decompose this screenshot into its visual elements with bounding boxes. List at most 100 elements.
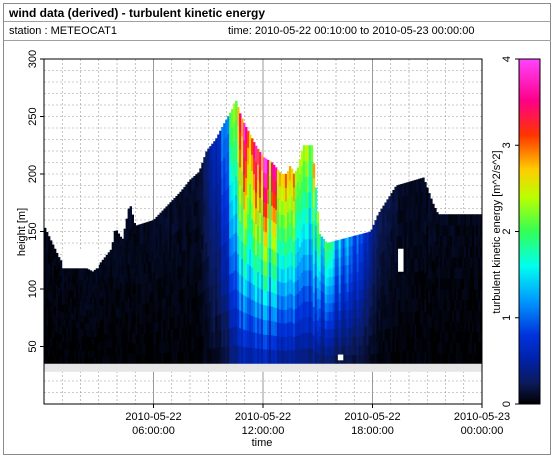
heat-cell	[306, 176, 310, 193]
heat-cell	[426, 300, 429, 314]
heat-cell	[165, 240, 168, 252]
heat-cell	[45, 316, 49, 327]
heat-cell	[93, 350, 97, 358]
heat-cell	[127, 252, 131, 265]
heat-cell	[358, 262, 361, 272]
heat-cell	[93, 276, 97, 284]
heat-cell	[308, 238, 312, 255]
heat-cell	[324, 258, 328, 269]
heat-cell	[406, 234, 409, 248]
heat-cell	[239, 149, 242, 168]
heat-cell	[452, 256, 455, 269]
heat-cell	[376, 331, 379, 343]
heat-cell	[276, 322, 280, 337]
heat-cell	[183, 313, 186, 327]
heat-cell	[288, 250, 292, 266]
heat-cell	[157, 331, 160, 343]
heat-cell	[298, 232, 302, 248]
heat-cell	[392, 351, 395, 365]
heat-cell	[336, 328, 340, 338]
heat-cell	[350, 354, 353, 365]
heat-cell	[466, 310, 469, 322]
heat-cell	[396, 350, 399, 365]
heat-cell	[175, 339, 178, 353]
heat-cell	[456, 267, 459, 279]
heat-cell	[85, 288, 89, 297]
heat-cell	[73, 349, 77, 357]
heat-cell	[121, 301, 125, 311]
heat-cell	[314, 237, 318, 251]
heat-cell	[410, 324, 413, 339]
heat-cell	[302, 270, 306, 287]
heat-cell	[390, 327, 393, 340]
heat-cell	[173, 292, 176, 305]
heat-cell	[468, 246, 471, 258]
heat-cell	[141, 313, 144, 325]
heat-cell	[354, 290, 357, 301]
heat-cell	[442, 342, 445, 354]
heat-cell	[63, 289, 67, 298]
heat-cell	[107, 308, 111, 317]
heat-cell	[181, 251, 184, 265]
colorbar-tick-label: 4	[501, 56, 513, 62]
heat-cell	[480, 299, 482, 311]
heat-cell	[183, 224, 186, 238]
heat-cell	[282, 268, 286, 283]
heat-cell	[151, 271, 154, 283]
heat-cell	[233, 215, 236, 235]
heat-cell	[326, 337, 330, 347]
heat-cell	[448, 267, 451, 279]
heat-cell	[137, 274, 140, 285]
heat-cell	[163, 219, 166, 232]
heat-cell	[282, 187, 286, 202]
y-tick-label: 50	[27, 340, 39, 352]
heat-cell	[398, 350, 401, 365]
heat-cell	[169, 236, 172, 249]
heat-cell	[117, 335, 121, 346]
heat-cell	[432, 318, 435, 330]
heat-cell	[159, 212, 162, 224]
heat-cell	[290, 266, 294, 281]
heat-cell	[45, 232, 49, 242]
heat-cell	[229, 166, 232, 185]
heat-cell	[316, 331, 320, 343]
heat-cell	[272, 321, 276, 336]
heat-cell	[340, 319, 344, 329]
heat-cell	[462, 342, 465, 354]
heat-cell	[464, 214, 467, 226]
heat-cell	[440, 321, 443, 333]
heat-cell	[388, 339, 391, 353]
heat-cell	[145, 282, 148, 294]
heat-cell	[143, 343, 146, 355]
heat-cell	[296, 237, 300, 253]
heat-cell	[422, 177, 425, 192]
heat-cell	[73, 276, 77, 285]
heat-cell	[422, 310, 425, 325]
heat-cell	[468, 235, 471, 247]
heat-cell	[358, 280, 361, 291]
heat-cell	[292, 255, 296, 270]
heat-cell	[336, 266, 340, 276]
heat-cell	[330, 311, 334, 321]
heat-cell	[167, 295, 170, 308]
heat-cell	[97, 278, 101, 287]
heat-cell	[109, 314, 113, 324]
heat-cell	[410, 259, 413, 273]
heat-cell	[87, 330, 91, 338]
heat-cell	[300, 242, 304, 258]
heat-cell	[245, 313, 248, 331]
heat-cell	[402, 247, 405, 262]
heat-cell	[290, 280, 294, 295]
heat-cell	[368, 250, 371, 261]
heat-cell	[67, 304, 71, 313]
heat-cell	[468, 278, 471, 290]
heat-cell	[51, 346, 55, 356]
heat-cell	[438, 342, 441, 354]
heat-cell	[239, 327, 242, 347]
heat-cell	[157, 310, 160, 322]
heat-cell	[378, 244, 381, 256]
heat-cell	[157, 246, 160, 258]
heat-cell	[442, 321, 445, 333]
heat-cell	[77, 349, 81, 358]
heat-cell	[350, 263, 353, 274]
